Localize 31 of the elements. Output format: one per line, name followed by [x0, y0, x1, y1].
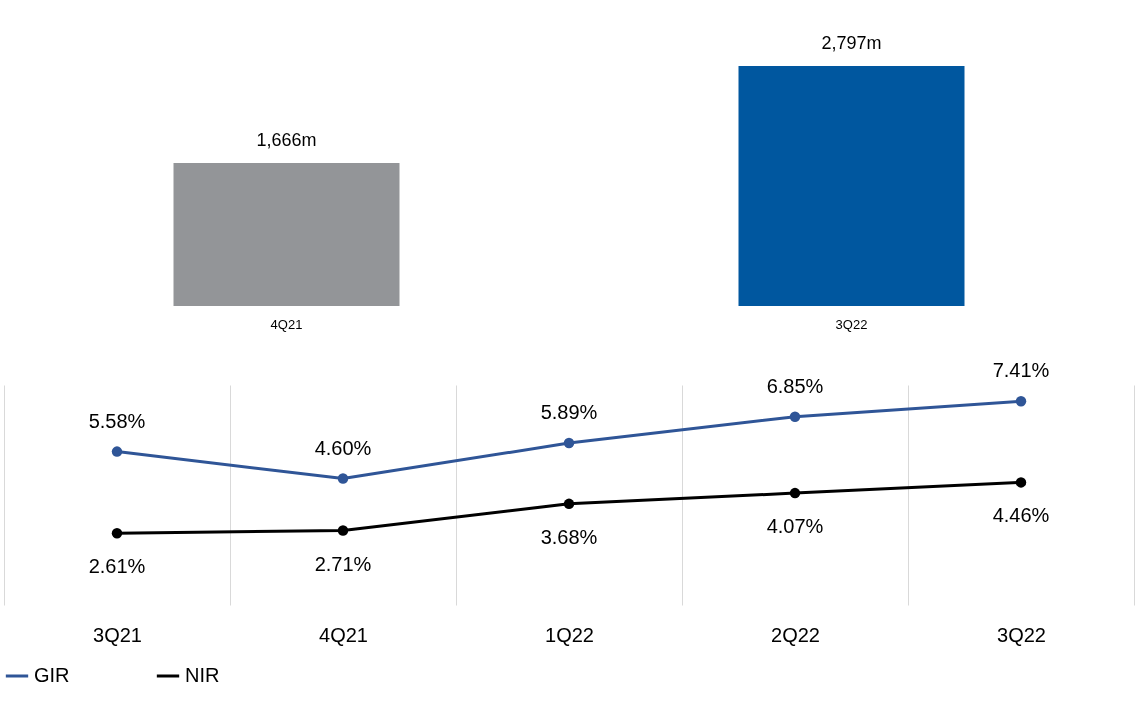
point [337, 473, 349, 484]
x-tick-label: 4Q21 [270, 316, 303, 332]
data-label: 3.68% [540, 525, 598, 548]
data-label: 2,797m [821, 33, 882, 53]
data-label: 7.41% [992, 359, 1050, 382]
point [789, 487, 801, 499]
data-label: 6.85% [766, 374, 824, 397]
point [1015, 396, 1027, 407]
data-label: 2.61% [88, 555, 146, 578]
point [563, 437, 575, 449]
x-tick-label: 4Q21 [319, 623, 368, 646]
point [789, 411, 801, 422]
data-label: 4.07% [766, 515, 824, 538]
point [1015, 477, 1027, 488]
x-tick-label: 1Q22 [545, 623, 594, 646]
x-tick-label: 3Q21 [93, 623, 142, 646]
legend-label: GIR [34, 664, 70, 686]
x-tick-label: 3Q22 [835, 316, 868, 332]
x-tick-label: 3Q22 [997, 623, 1046, 646]
data-label: 1,666m [256, 130, 317, 151]
point [111, 528, 123, 539]
data-label: 5.89% [540, 401, 598, 424]
point [563, 498, 575, 510]
legend-label: NIR [185, 664, 220, 686]
point [337, 525, 349, 536]
data-label: 5.58% [88, 409, 146, 432]
data-label: 4.60% [314, 436, 372, 459]
point [111, 446, 123, 457]
data-label: 2.71% [314, 552, 372, 575]
x-tick-label: 2Q22 [771, 623, 820, 646]
data-label: 4.46% [992, 504, 1050, 527]
